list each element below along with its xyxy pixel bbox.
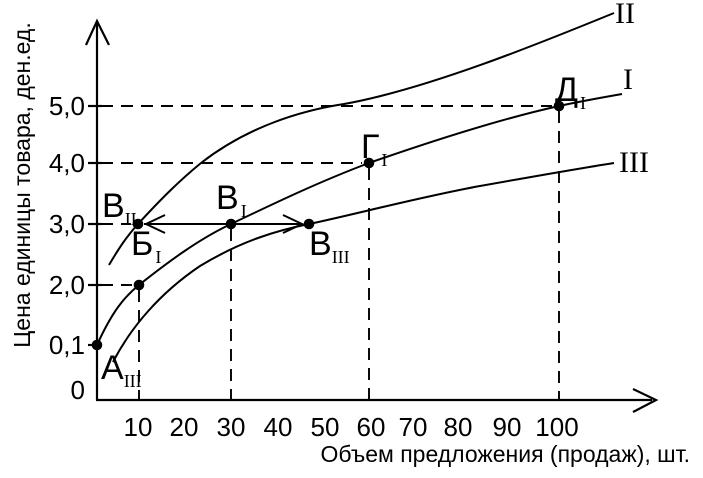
x-tick-label-30: 30 xyxy=(217,412,246,442)
x-tick-label-80: 80 xyxy=(444,412,473,442)
point-dot-G-I xyxy=(363,157,375,169)
x-axis-arrowhead-icon xyxy=(632,388,659,413)
point-dot-D-I xyxy=(553,100,565,112)
x-tick-label-40: 40 xyxy=(264,412,293,442)
y-axis-arrowhead-icon xyxy=(85,18,110,46)
curve-I xyxy=(96,93,623,346)
x-axis-title: Объем предложения (продаж), шт. xyxy=(321,441,690,467)
point-dot-V-I xyxy=(225,218,237,230)
x-tick-label-10: 10 xyxy=(124,412,153,442)
y-tick-label-5.0: 5,0 xyxy=(49,91,85,121)
point-dot-B-I xyxy=(133,279,145,291)
y-tick-label-0.1: 0,1 xyxy=(49,330,85,360)
shift-arrow-left-head-icon xyxy=(143,214,166,234)
point-label-V-III: ВIII xyxy=(309,225,350,267)
point-dot-A-III xyxy=(91,339,103,351)
y-tick-label-4.0: 4,0 xyxy=(49,148,85,178)
x-tick-label-70: 70 xyxy=(399,412,428,442)
y-tick-label-2.0: 2,0 xyxy=(49,270,85,300)
x-tick-label-20: 20 xyxy=(170,412,199,442)
x-tick-label-50: 50 xyxy=(311,412,340,442)
point-label-V-II: ВII xyxy=(102,187,137,229)
x-tick-label-90: 90 xyxy=(493,412,522,442)
curve-label-III: III xyxy=(619,146,649,179)
curve-label-I: I xyxy=(623,63,633,96)
point-dot-V-III xyxy=(303,218,315,230)
shift-arrow-right-head-icon xyxy=(282,214,305,234)
curve-III xyxy=(112,162,615,363)
x-tick-label-60: 60 xyxy=(357,412,386,442)
point-label-A-III: АIII xyxy=(101,349,142,391)
y-tick-label-3.0: 3,0 xyxy=(49,209,85,239)
point-dot-V-II xyxy=(132,218,144,230)
y-tick-label-0: 0 xyxy=(71,375,85,405)
curve-label-II: II xyxy=(615,0,635,30)
y-axis-title: Цена единицы товара, ден.ед. xyxy=(9,22,35,347)
x-tick-label-100: 100 xyxy=(535,412,578,442)
